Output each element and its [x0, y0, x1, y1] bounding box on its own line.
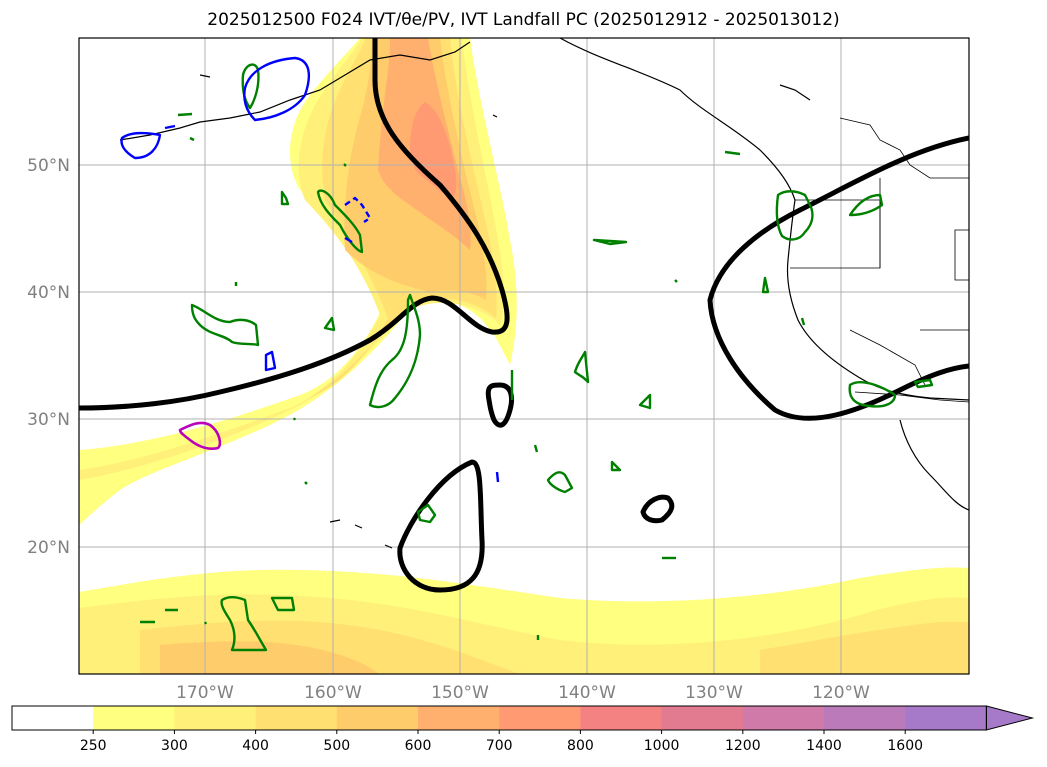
colorbar-tick-label: 700	[486, 738, 513, 754]
lon-label: 140°W	[558, 683, 616, 703]
longitude-labels: 170°W 160°W 150°W 140°W 130°W 120°W	[176, 683, 870, 703]
latitude-labels: 50°N 40°N 30°N 20°N	[27, 156, 70, 558]
colorbar-tick-label: 250	[80, 738, 107, 754]
map-panel	[79, 38, 969, 674]
lon-label: 170°W	[176, 683, 234, 703]
lat-label: 50°N	[27, 156, 70, 176]
colorbar-tick-label: 600	[405, 738, 432, 754]
graticule	[79, 38, 969, 674]
colorbar-segment	[824, 706, 906, 730]
map-frame	[78, 37, 970, 675]
colorbar-tick-label: 1600	[887, 738, 923, 754]
lon-label: 120°W	[812, 683, 870, 703]
colorbar	[11, 705, 1035, 731]
colorbar-tick-label: 1200	[725, 738, 761, 754]
colorbar-segment	[174, 706, 257, 730]
lon-label: 150°W	[431, 683, 489, 703]
ivt-landfall-contours	[79, 38, 969, 593]
colorbar-segment	[580, 706, 663, 730]
colorbar-extend-arrow	[985, 705, 1035, 731]
colorbar-segment	[905, 706, 987, 730]
pv-positive-contours	[140, 63, 934, 652]
lon-label: 160°W	[304, 683, 362, 703]
lat-label: 20°N	[27, 538, 70, 558]
colorbar-ticks: 250 300 400 500 600 700 800 1000 1200 1400 1600	[80, 730, 923, 754]
lon-label: 130°W	[685, 683, 743, 703]
colorbar-segment	[418, 706, 500, 730]
colorbar-segment	[336, 706, 419, 730]
colorbar-segment	[742, 706, 825, 730]
lat-label: 30°N	[27, 410, 70, 430]
colorbar-segment	[661, 706, 744, 730]
colorbar-segment	[499, 706, 581, 730]
colorbar-segment	[255, 706, 338, 730]
theta-e-contour	[178, 421, 222, 451]
map-title: 2025012500 F024 IVT/θe/PV, IVT Landfall …	[207, 10, 840, 30]
colorbar-tick-label: 500	[323, 738, 350, 754]
colorbar-tick-label: 1000	[644, 738, 680, 754]
lat-label: 40°N	[27, 283, 70, 303]
colorbar-segment	[93, 706, 175, 730]
colorbar-tick-label: 800	[567, 738, 594, 754]
colorbar-segment	[12, 706, 94, 730]
colorbar-tick-label: 400	[242, 738, 269, 754]
colorbar-tick-label: 300	[161, 738, 188, 754]
pv-negative-contours	[120, 56, 500, 483]
colorbar-tick-label: 1400	[806, 738, 842, 754]
